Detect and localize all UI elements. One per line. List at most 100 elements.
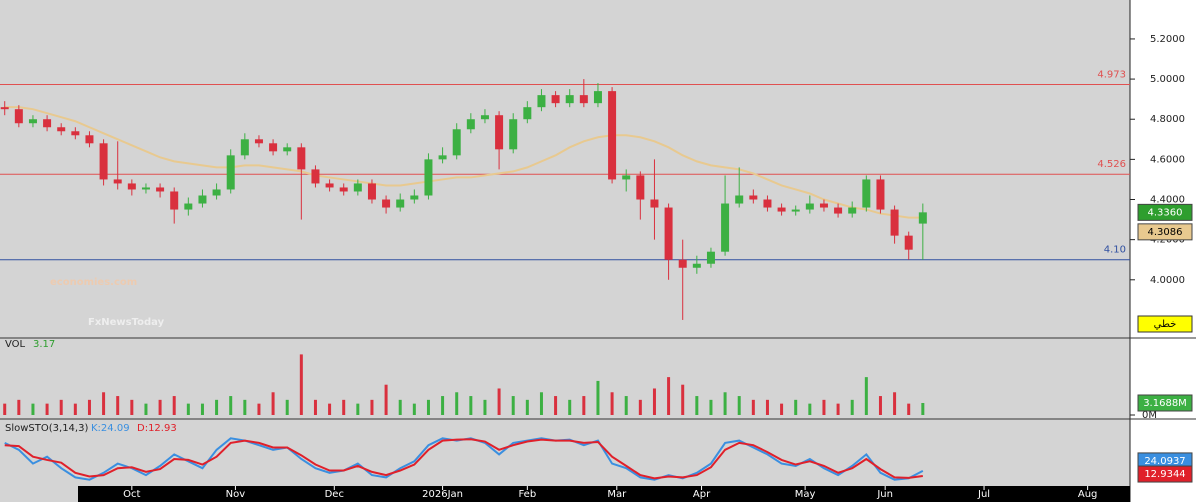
candle-body (834, 207, 843, 214)
last-price-label-box (1137, 203, 1193, 221)
volume-last-label-box (1137, 394, 1193, 412)
style-label[interactable]: خطي (1154, 319, 1177, 330)
volume-bar (511, 396, 515, 415)
candle-body (523, 107, 532, 120)
volume-bar (723, 392, 727, 415)
stoch-line (4, 438, 923, 480)
volume-bar (483, 399, 487, 415)
candle-body (608, 91, 617, 180)
volume-bar (3, 403, 7, 415)
volume-bar (596, 380, 600, 415)
volume-bar (582, 396, 586, 415)
candle-body (396, 199, 405, 208)
candle-body (593, 91, 602, 104)
y-tick-label: 4.0000 (1150, 275, 1185, 286)
candle-body (763, 199, 772, 208)
candle-body (692, 263, 701, 268)
candle-body (184, 203, 193, 210)
volume-bar (426, 399, 430, 415)
volume-bar (87, 399, 91, 415)
volume-title: VOL (5, 339, 26, 350)
volume-bar (695, 396, 699, 415)
volume-bar (667, 377, 671, 415)
candle-body (579, 95, 588, 104)
volume-bar (893, 392, 897, 415)
stoch-last-label: 12.9344 (1144, 469, 1185, 480)
volume-tick-label: 0M (1142, 410, 1157, 421)
candle-body (791, 209, 800, 212)
candle-body (283, 147, 292, 152)
level-label: 4.973 (1097, 70, 1126, 81)
candle-body (141, 187, 150, 190)
candle-body (57, 127, 66, 132)
candle-body (706, 251, 715, 264)
candle-body (622, 175, 631, 180)
candle-body (650, 199, 659, 208)
candle-body (85, 135, 94, 144)
volume-bar (158, 399, 162, 415)
volume-bar (794, 399, 798, 415)
volume-bar (441, 396, 445, 415)
volume-bar (539, 392, 543, 415)
volume-bar (412, 403, 416, 415)
candle-body (537, 95, 546, 108)
volume-bar (130, 399, 134, 415)
x-tick-label: Jun (876, 489, 893, 500)
volume-bar (73, 403, 77, 415)
candle-body (127, 183, 136, 190)
volume-bar (299, 354, 303, 415)
volume-bar (751, 399, 755, 415)
watermark: FxNewsToday (88, 317, 165, 328)
x-axis-bar (78, 486, 1130, 502)
candle-body (339, 187, 348, 192)
watermark: economies.com (50, 277, 137, 288)
volume-bar (652, 388, 656, 415)
candle-body (452, 129, 461, 156)
candle-body (0, 107, 9, 110)
candle-body (198, 195, 207, 204)
volume-bar (229, 396, 233, 415)
x-tick-label: Apr (693, 489, 711, 500)
candle-body (636, 175, 645, 200)
candle-body (113, 179, 122, 184)
candle-body (848, 207, 857, 214)
volume-bar (554, 396, 558, 415)
volume-bar (822, 399, 826, 415)
candle-body (819, 203, 828, 208)
style-button[interactable] (1137, 315, 1193, 333)
volume-bar (215, 399, 219, 415)
stoch-last-label: 24.0937 (1144, 456, 1185, 467)
volume-bar (455, 392, 459, 415)
candle-body (551, 95, 560, 104)
volume-bar (186, 403, 190, 415)
candle-body (297, 147, 306, 170)
volume-bar (116, 396, 120, 415)
candle-body (367, 183, 376, 200)
last-price-label: 4.3360 (1148, 207, 1183, 218)
volume-bar (737, 396, 741, 415)
ma-price-label: 4.3086 (1148, 227, 1183, 238)
candle-body (749, 195, 758, 200)
x-tick-label: Feb (518, 489, 536, 500)
moving-average (4, 106, 923, 219)
volume-bar (200, 403, 204, 415)
candle-body (14, 109, 23, 124)
candle-body (226, 155, 235, 190)
stoch-d: D:12.93 (137, 423, 177, 434)
volume-bar (257, 403, 261, 415)
volume-bar (610, 392, 614, 415)
ma-price-label-box (1137, 223, 1193, 241)
candle-body (509, 119, 518, 150)
candle-body (876, 179, 885, 210)
candle-body (466, 119, 475, 130)
candle-body (890, 209, 899, 236)
candle-body (212, 189, 221, 196)
candle-body (99, 143, 108, 180)
x-tick-label: Jul (977, 489, 990, 500)
candle-body (325, 183, 334, 188)
volume-bar (313, 399, 317, 415)
x-tick-label: 2026Jan (422, 489, 463, 500)
volume-bar (907, 403, 911, 415)
